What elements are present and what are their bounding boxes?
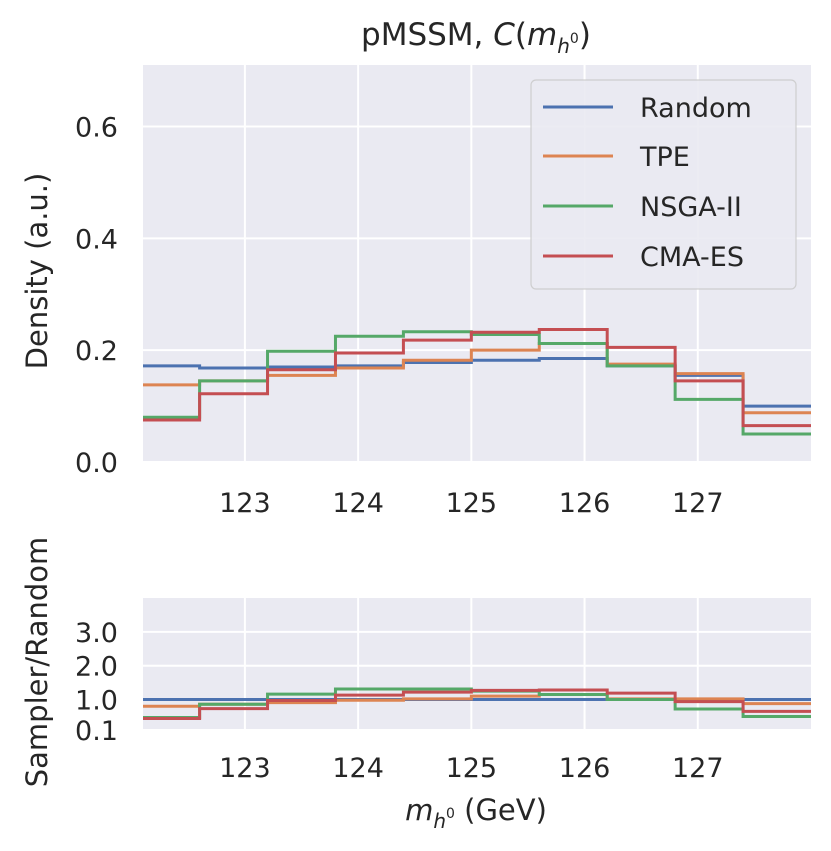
ratio-series (143, 687, 811, 720)
ratio-x-tick-label: 127 (672, 753, 724, 784)
legend-frame (530, 79, 797, 290)
density-y-tick-label: 0.6 (75, 113, 118, 144)
density-x-tick-label: 123 (219, 488, 271, 519)
legend-label-cma-es: CMA-ES (640, 242, 744, 273)
ratio-panel: 123 124 125 126 127 0.11.02.03.0 Sampler/Ran… (20, 537, 811, 833)
ratio-y-axis-label: Sampler/Random (20, 537, 54, 788)
ratio-y-ticks: 0.11.02.03.0 (75, 618, 118, 747)
density-y-axis-label: Density (a.u.) (20, 173, 54, 370)
legend-label-random: Random (640, 93, 752, 124)
density-x-tick-label: 127 (672, 488, 724, 519)
density-y-tick-label: 0.0 (75, 448, 118, 479)
density-y-tick-label: 0.4 (75, 224, 118, 255)
legend-label-nsga-ii: NSGA-II (640, 192, 742, 223)
ratio-x-ticks: 123 124 125 126 127 (219, 753, 723, 784)
legend-label-tpe: TPE (639, 142, 690, 173)
ratio-x-tick-label: 126 (559, 753, 611, 784)
density-x-ticks: 123 124 125 126 127 (219, 488, 723, 519)
density-x-tick-label: 125 (446, 488, 498, 519)
density-y-ticks: 0.0 0.2 0.4 0.6 (75, 113, 118, 479)
density-series (143, 327, 811, 436)
density-series-cma-es (143, 327, 811, 428)
ratio-series-cma-es (143, 688, 811, 720)
ratio-y-tick-label: 0.1 (75, 716, 118, 747)
density-x-tick-label: 126 (559, 488, 611, 519)
ratio-x-tick-label: 123 (219, 753, 271, 784)
ratio-x-tick-label: 125 (446, 753, 498, 784)
density-panel: 123 124 125 126 127 0.0 0.2 0.4 0.6 pMSSM, C(mh… (20, 17, 811, 519)
ratio-y-tick-label: 3.0 (75, 618, 118, 649)
legend: Random TPE NSGA-II CMA-ES (530, 79, 797, 290)
density-x-tick-label: 124 (332, 488, 384, 519)
ratio-y-tick-label: 1.0 (75, 686, 118, 717)
chart-title: pMSSM, C(mh0) (361, 17, 591, 58)
x-axis-label: mh0 (GeV) (405, 793, 547, 833)
density-y-tick-label: 0.2 (75, 336, 118, 367)
ratio-y-tick-label: 2.0 (75, 652, 118, 683)
ratio-x-tick-label: 124 (332, 753, 384, 784)
